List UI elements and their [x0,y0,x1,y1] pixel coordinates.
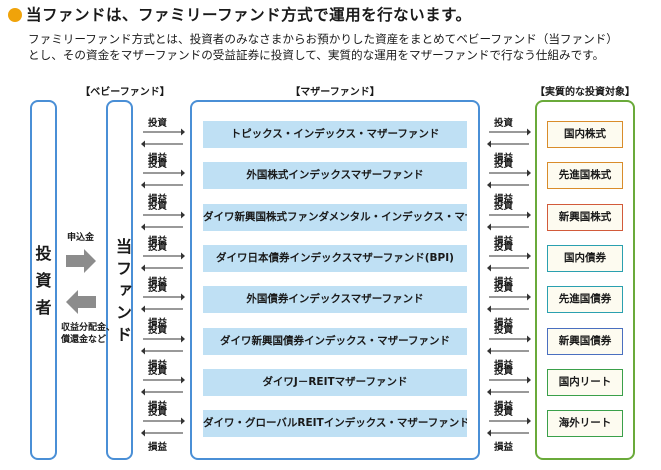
invest-flow-label: 投資 [148,242,168,253]
investment-target-box: 海外リート [547,410,623,437]
mother-fund-row: ダイワ・グローバルREITインデックス・マザーファンド [203,410,467,437]
mother-fund-row: 外国債券インデックスマザーファンド [203,286,467,313]
baby-fund-box [106,100,133,460]
profit-flow-label: 損益 [494,194,514,205]
investment-target-box: 国内株式 [547,121,623,148]
distribution-label-line-1: 収益分配金、 [61,323,116,333]
baby-fund-label: 当ファンド [113,238,132,348]
profit-flow-label: 損益 [494,277,514,288]
invest-flow-label: 投資 [494,159,514,170]
investor-box [30,100,57,460]
profit-flow-label: 損益 [148,153,168,164]
invest-profit-arrows-icon [141,128,185,148]
page-title: 当ファンドは、ファミリーファンド方式で運用を行ないます。 [26,6,472,24]
description: ファミリーファンド方式とは、投資者のみなさまからお預かりした資産をまとめてベビー… [28,31,618,63]
invest-profit-arrows-icon [141,417,185,437]
baby-fund-header: 【ベビーファンド】 [80,87,170,98]
invest-profit-arrows-icon [141,293,185,313]
invest-flow-label: 投資 [494,366,514,377]
mother-fund-row: トピックス・インデックス・マザーファンド [203,121,467,148]
invest-profit-arrows-icon [487,417,531,437]
profit-flow-label: 損益 [494,318,514,329]
mother-fund-frame [190,100,480,460]
investment-target-frame [535,100,635,460]
invest-profit-arrows-icon [141,211,185,231]
mother-fund-row: ダイワ日本債券インデックスマザーファンド(BPI) [203,245,467,272]
profit-flow-label: 損益 [148,318,168,329]
investor-label-char: 資 [35,271,52,290]
profit-flow-label: 損益 [148,401,168,412]
profit-flow-label: 損益 [148,277,168,288]
profit-flow-label: 損益 [494,442,514,453]
subscription-arrow-icon [66,249,96,273]
invest-profit-arrows-icon [487,335,531,355]
mother-fund-row: ダイワ新興国株式ファンダメンタル・インデックス・マザーファンド [203,204,467,231]
profit-flow-label: 損益 [494,401,514,412]
invest-profit-arrows-icon [141,169,185,189]
mother-fund-row: 外国株式インデックスマザーファンド [203,162,467,189]
heading-bullet-icon [8,8,22,22]
distribution-label-line-2: 償還金など [61,335,107,345]
investment-target-box: 国内債券 [547,245,623,272]
investment-target-box: 国内リート [547,369,623,396]
profit-flow-label: 損益 [148,442,168,453]
mother-fund-header: 【マザーファンド】 [290,87,380,98]
invest-profit-arrows-icon [487,376,531,396]
invest-profit-arrows-icon [141,376,185,396]
invest-profit-arrows-icon [141,335,185,355]
mother-fund-row: ダイワJ－REITマザーファンド [203,369,467,396]
profit-flow-label: 損益 [494,236,514,247]
investment-target-box: 先進国債券 [547,286,623,313]
investment-target-header: 【実質的な投資対象】 [535,87,635,98]
invest-flow-label: 投資 [148,325,168,336]
investment-target-box: 新興国株式 [547,204,623,231]
investor-label: 投資者 [30,240,57,321]
invest-flow-label: 投資 [494,325,514,336]
mother-fund-row: ダイワ新興国債券インデックス・マザーファンド [203,328,467,355]
invest-profit-arrows-icon [141,252,185,272]
description-line-2: とし、その資金をマザーファンドの受益証券に投資して、実質的な運用をマザーファンド… [28,48,605,62]
subscription-label: 申込金 [67,233,95,243]
description-line-1: ファミリーファンド方式とは、投資者のみなさまからお預かりした資産をまとめてベビー… [28,32,618,46]
invest-flow-label: 投資 [148,201,168,212]
profit-flow-label: 損益 [148,360,168,371]
investment-target-box: 先進国株式 [547,162,623,189]
profit-flow-label: 損益 [494,360,514,371]
profit-flow-label: 損益 [494,153,514,164]
invest-profit-arrows-icon [487,211,531,231]
invest-flow-label: 投資 [148,118,168,129]
invest-profit-arrows-icon [487,128,531,148]
invest-flow-label: 投資 [494,283,514,294]
invest-profit-arrows-icon [487,293,531,313]
invest-flow-label: 投資 [148,159,168,170]
invest-flow-label: 投資 [148,366,168,377]
profit-flow-label: 損益 [148,236,168,247]
distribution-label: 収益分配金、 償還金など [61,322,115,346]
investor-label-char: 者 [35,298,52,317]
investor-label-char: 投 [35,244,52,263]
profit-flow-label: 損益 [148,194,168,205]
invest-profit-arrows-icon [487,252,531,272]
invest-flow-label: 投資 [494,242,514,253]
investment-target-box: 新興国債券 [547,328,623,355]
invest-flow-label: 投資 [148,283,168,294]
invest-flow-label: 投資 [148,407,168,418]
invest-flow-label: 投資 [494,407,514,418]
distribution-arrow-icon [66,290,96,314]
invest-flow-label: 投資 [494,118,514,129]
invest-profit-arrows-icon [487,169,531,189]
invest-flow-label: 投資 [494,201,514,212]
